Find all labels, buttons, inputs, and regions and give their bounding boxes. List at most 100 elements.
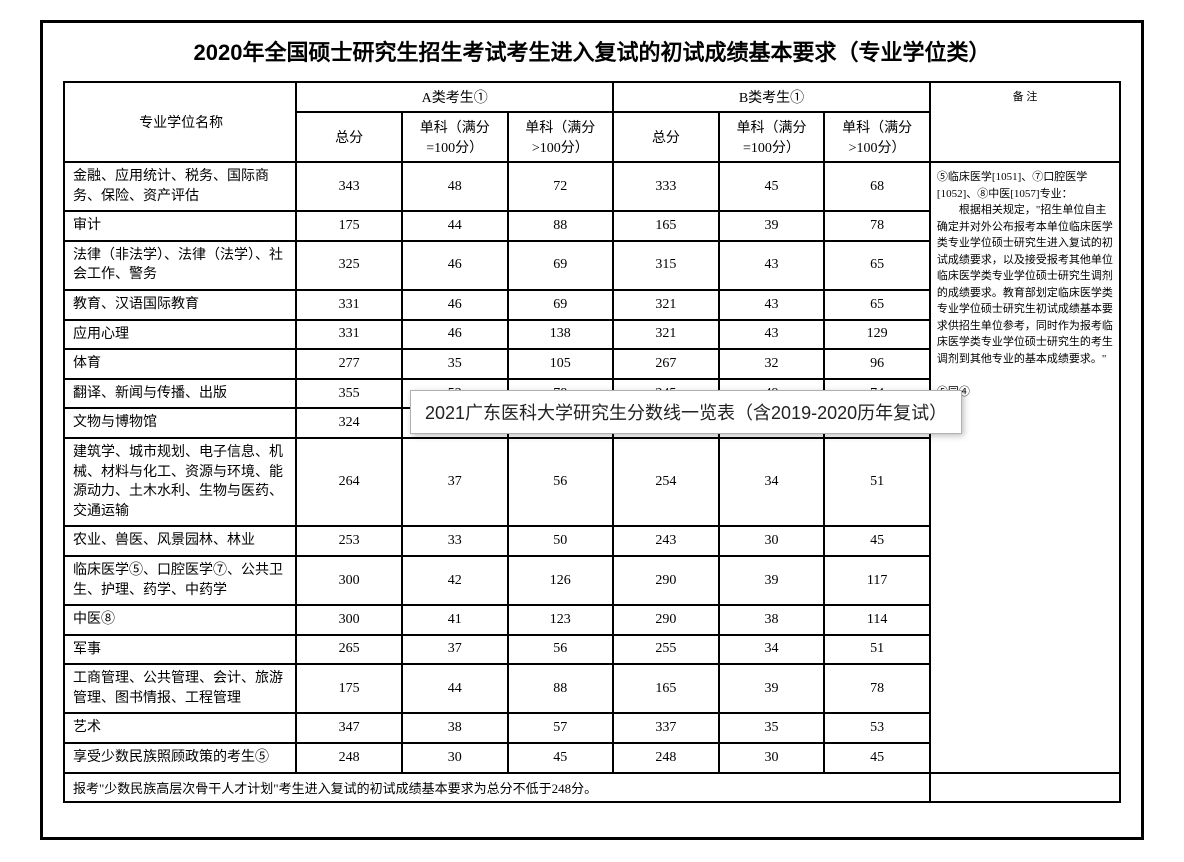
score-a-cell: 46	[402, 290, 508, 320]
score-a-cell: 248	[296, 743, 402, 773]
score-b-cell: 114	[824, 605, 930, 635]
major-cell: 教育、汉语国际教育	[64, 290, 296, 320]
score-b-cell: 165	[613, 664, 719, 713]
score-b-cell: 39	[719, 664, 825, 713]
score-a-cell: 42	[402, 556, 508, 605]
score-a-cell: 265	[296, 635, 402, 665]
score-b-cell: 39	[719, 211, 825, 241]
score-a-cell: 50	[508, 526, 614, 556]
score-a-cell: 45	[508, 743, 614, 773]
score-b-cell: 78	[824, 211, 930, 241]
score-b-cell: 45	[719, 162, 825, 211]
score-b-cell: 35	[719, 713, 825, 743]
score-b-cell: 34	[719, 635, 825, 665]
footnote-cell: 报考"少数民族高层次骨干人才计划"考生进入复试的初试成绩基本要求为总分不低于24…	[64, 773, 930, 802]
header-a-100: 单科（满分=100分）	[402, 112, 508, 162]
score-b-cell: 96	[824, 349, 930, 379]
score-a-cell: 300	[296, 556, 402, 605]
score-b-cell: 255	[613, 635, 719, 665]
score-a-cell: 277	[296, 349, 402, 379]
major-cell: 金融、应用统计、税务、国际商务、保险、资产评估	[64, 162, 296, 211]
score-b-cell: 65	[824, 290, 930, 320]
score-a-cell: 56	[508, 438, 614, 526]
score-a-cell: 37	[402, 635, 508, 665]
score-a-cell: 343	[296, 162, 402, 211]
score-b-cell: 333	[613, 162, 719, 211]
score-a-cell: 123	[508, 605, 614, 635]
score-b-cell: 165	[613, 211, 719, 241]
score-a-cell: 105	[508, 349, 614, 379]
score-a-cell: 56	[508, 635, 614, 665]
score-b-cell: 43	[719, 320, 825, 350]
major-cell: 中医⑧	[64, 605, 296, 635]
score-a-cell: 331	[296, 290, 402, 320]
header-major: 专业学位名称	[64, 82, 296, 162]
score-b-cell: 43	[719, 241, 825, 290]
score-a-cell: 347	[296, 713, 402, 743]
score-a-cell: 325	[296, 241, 402, 290]
score-a-cell: 300	[296, 605, 402, 635]
score-a-cell: 44	[402, 211, 508, 241]
score-a-cell: 72	[508, 162, 614, 211]
score-b-cell: 248	[613, 743, 719, 773]
footnote-remark-empty	[930, 773, 1120, 802]
major-cell: 工商管理、公共管理、会计、旅游管理、图书情报、工程管理	[64, 664, 296, 713]
score-a-cell: 37	[402, 438, 508, 526]
score-b-cell: 267	[613, 349, 719, 379]
score-a-cell: 253	[296, 526, 402, 556]
score-a-cell: 175	[296, 664, 402, 713]
header-b-100: 单科（满分=100分）	[719, 112, 825, 162]
score-b-cell: 38	[719, 605, 825, 635]
score-a-cell: 331	[296, 320, 402, 350]
score-a-cell: 38	[402, 713, 508, 743]
major-cell: 临床医学⑤、口腔医学⑦、公共卫生、护理、药学、中药学	[64, 556, 296, 605]
score-b-cell: 30	[719, 526, 825, 556]
header-group-a: A类考生①	[296, 82, 613, 112]
score-a-cell: 88	[508, 211, 614, 241]
major-cell: 艺术	[64, 713, 296, 743]
header-b-over100: 单科（满分>100分）	[824, 112, 930, 162]
score-b-cell: 43	[719, 290, 825, 320]
score-a-cell: 324	[296, 408, 402, 438]
score-a-cell: 46	[402, 241, 508, 290]
score-a-cell: 69	[508, 241, 614, 290]
score-b-cell: 117	[824, 556, 930, 605]
score-b-cell: 45	[824, 743, 930, 773]
major-cell: 文物与博物馆	[64, 408, 296, 438]
score-a-cell: 264	[296, 438, 402, 526]
score-a-cell: 57	[508, 713, 614, 743]
score-b-cell: 315	[613, 241, 719, 290]
score-table: 专业学位名称 A类考生① B类考生① 备 注 总分 单科（满分=100分） 单科…	[63, 81, 1121, 803]
score-a-cell: 44	[402, 664, 508, 713]
header-a-total: 总分	[296, 112, 402, 162]
header-b-total: 总分	[613, 112, 719, 162]
major-cell: 军事	[64, 635, 296, 665]
score-b-cell: 321	[613, 290, 719, 320]
score-a-cell: 48	[402, 162, 508, 211]
score-b-cell: 39	[719, 556, 825, 605]
score-b-cell: 78	[824, 664, 930, 713]
major-cell: 法律（非法学）、法律（法学）、社会工作、警务	[64, 241, 296, 290]
score-b-cell: 290	[613, 556, 719, 605]
remark-cell: ⑤临床医学[1051]、⑦口腔医学[1052]、⑧中医[1057]专业： 根据相…	[930, 162, 1120, 773]
score-a-cell: 126	[508, 556, 614, 605]
score-b-cell: 51	[824, 635, 930, 665]
major-cell: 建筑学、城市规划、电子信息、机械、材料与化工、资源与环境、能源动力、土木水利、生…	[64, 438, 296, 526]
score-b-cell: 68	[824, 162, 930, 211]
score-b-cell: 51	[824, 438, 930, 526]
score-b-cell: 45	[824, 526, 930, 556]
score-a-cell: 138	[508, 320, 614, 350]
score-a-cell: 35	[402, 349, 508, 379]
score-b-cell: 34	[719, 438, 825, 526]
major-cell: 应用心理	[64, 320, 296, 350]
score-b-cell: 243	[613, 526, 719, 556]
score-a-cell: 88	[508, 664, 614, 713]
header-remark: 备 注	[930, 82, 1120, 162]
overlay-tooltip: 2021广东医科大学研究生分数线一览表（含2019-2020历年复试）	[410, 390, 962, 434]
score-b-cell: 321	[613, 320, 719, 350]
major-cell: 享受少数民族照顾政策的考生⑤	[64, 743, 296, 773]
major-cell: 翻译、新闻与传播、出版	[64, 379, 296, 409]
footnote-row: 报考"少数民族高层次骨干人才计划"考生进入复试的初试成绩基本要求为总分不低于24…	[64, 773, 1120, 802]
score-a-cell: 30	[402, 743, 508, 773]
major-cell: 审计	[64, 211, 296, 241]
